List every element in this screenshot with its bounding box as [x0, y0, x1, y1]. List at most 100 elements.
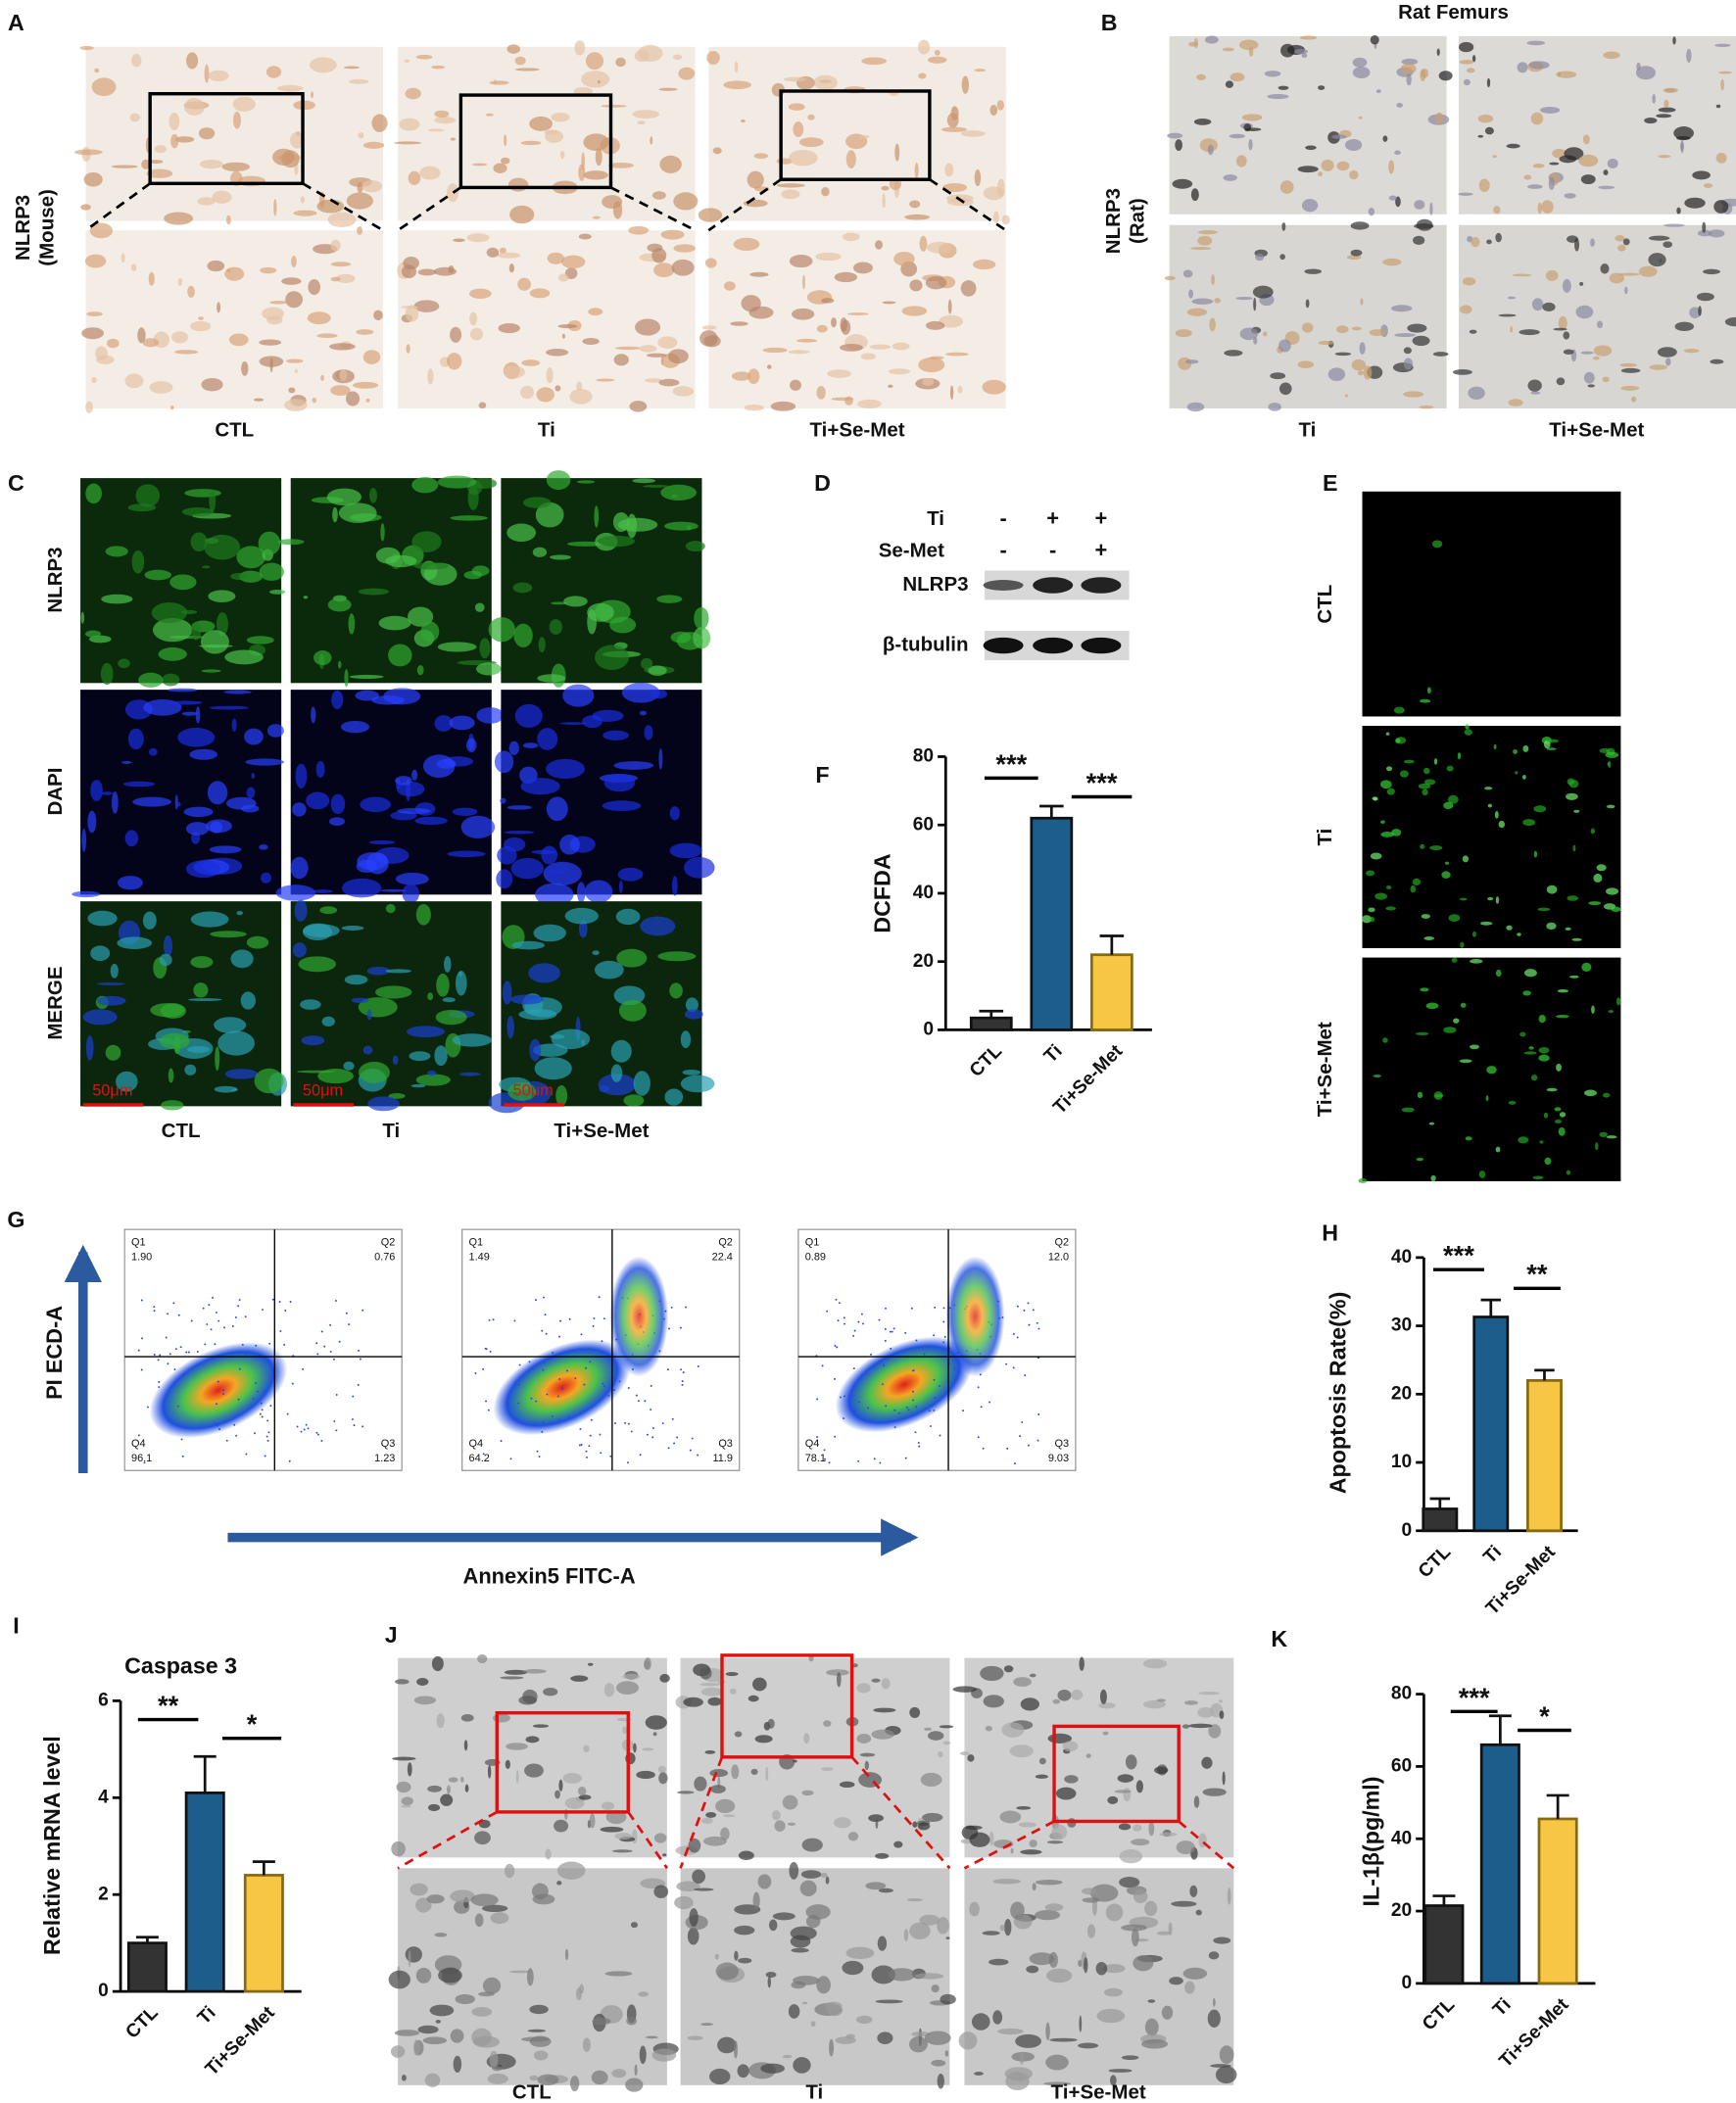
image-texture: [349, 78, 369, 84]
image-texture: [644, 1657, 651, 1670]
image-texture: [529, 2075, 539, 2081]
image-texture: [537, 674, 566, 683]
image-texture: [796, 338, 817, 343]
image-texture: [667, 349, 689, 364]
event: [883, 1364, 886, 1366]
image-texture: [911, 2031, 931, 2037]
image-texture: [877, 1936, 888, 1951]
event: [235, 1434, 238, 1437]
label: I: [13, 1612, 19, 1638]
image-texture: [1255, 253, 1265, 262]
label: +: [1046, 505, 1059, 530]
event: [651, 1436, 654, 1439]
image-texture: [1556, 1063, 1562, 1072]
image-texture: [330, 793, 346, 815]
image-texture: [497, 252, 521, 259]
event: [217, 1380, 219, 1383]
label: A: [8, 10, 24, 35]
y-tick-label: 0: [98, 1981, 109, 2001]
image-texture: [202, 565, 211, 569]
image-texture: [188, 998, 222, 1002]
event: [244, 1315, 247, 1318]
image-texture: [587, 1662, 594, 1666]
image-texture: [702, 1836, 727, 1846]
image-texture: [327, 597, 352, 612]
image-texture: [1515, 771, 1519, 775]
label: -: [1049, 538, 1056, 562]
image-texture: [555, 385, 561, 392]
event: [180, 1438, 183, 1441]
event: [266, 1419, 269, 1422]
image-texture: [974, 169, 982, 187]
image-texture: [90, 780, 103, 801]
image-texture: [1382, 258, 1402, 266]
image-texture: [922, 1812, 943, 1822]
event: [316, 1433, 319, 1436]
image-texture: [1154, 1766, 1169, 1775]
image-texture: [1156, 1931, 1172, 1936]
image-texture: [653, 1885, 669, 1898]
image-texture: [1117, 1774, 1134, 1783]
image-texture: [639, 2045, 647, 2065]
image-texture: [1624, 286, 1628, 295]
image-texture: [731, 1764, 740, 1780]
image-texture: [415, 1897, 432, 1913]
image-texture: [228, 333, 249, 347]
image-texture: [306, 791, 330, 810]
label: NLRP3: [902, 573, 968, 596]
image-texture: [610, 1039, 632, 1063]
image-texture: [1052, 1698, 1061, 1704]
image-texture: [1211, 273, 1216, 285]
image-texture: [244, 728, 264, 745]
zoom-line: [850, 1755, 951, 1870]
image-texture: [1590, 238, 1595, 247]
image-texture: [137, 327, 146, 344]
image-texture: [426, 1894, 445, 1904]
image-texture: [857, 399, 882, 408]
image-texture: [774, 1820, 786, 1832]
label: J: [385, 1622, 398, 1648]
image-texture: [919, 235, 928, 252]
label: G: [7, 1207, 24, 1232]
event: [844, 1322, 845, 1325]
image-texture: [1443, 1027, 1457, 1033]
event: [679, 1326, 682, 1329]
image-texture: [717, 2036, 737, 2054]
micrograph: [674, 1861, 956, 2089]
image-texture: [637, 120, 646, 125]
image-texture: [776, 183, 805, 188]
image-texture: [365, 852, 389, 875]
image-texture: [601, 104, 627, 108]
image-texture: [1230, 72, 1245, 82]
image-texture: [501, 157, 510, 165]
event: [923, 1353, 926, 1356]
image-texture: [798, 137, 824, 148]
event: [836, 1346, 839, 1349]
image-texture: [684, 1009, 703, 1020]
image-background: [1169, 35, 1447, 215]
image-texture: [1566, 1170, 1571, 1175]
event: [559, 1319, 562, 1322]
event: [989, 1401, 991, 1404]
image-texture: [185, 860, 221, 879]
image-texture: [672, 54, 683, 61]
image-texture: [378, 615, 411, 631]
event: [333, 1420, 336, 1422]
image-texture: [1419, 405, 1434, 409]
image-texture: [788, 150, 818, 167]
image-texture: [1188, 289, 1193, 299]
image-texture: [369, 488, 377, 503]
image-texture: [1579, 281, 1584, 286]
event: [939, 1434, 941, 1437]
image-texture: [1421, 68, 1429, 78]
image-texture: [221, 162, 251, 171]
event: [190, 1319, 193, 1322]
image-texture: [623, 1094, 645, 1107]
image-texture: [321, 1016, 335, 1028]
image-texture: [204, 64, 210, 83]
event: [878, 1318, 881, 1321]
image-texture: [1131, 1839, 1150, 1846]
image-texture: [609, 616, 637, 634]
image-texture: [1598, 185, 1615, 190]
image-texture: [1235, 296, 1253, 301]
